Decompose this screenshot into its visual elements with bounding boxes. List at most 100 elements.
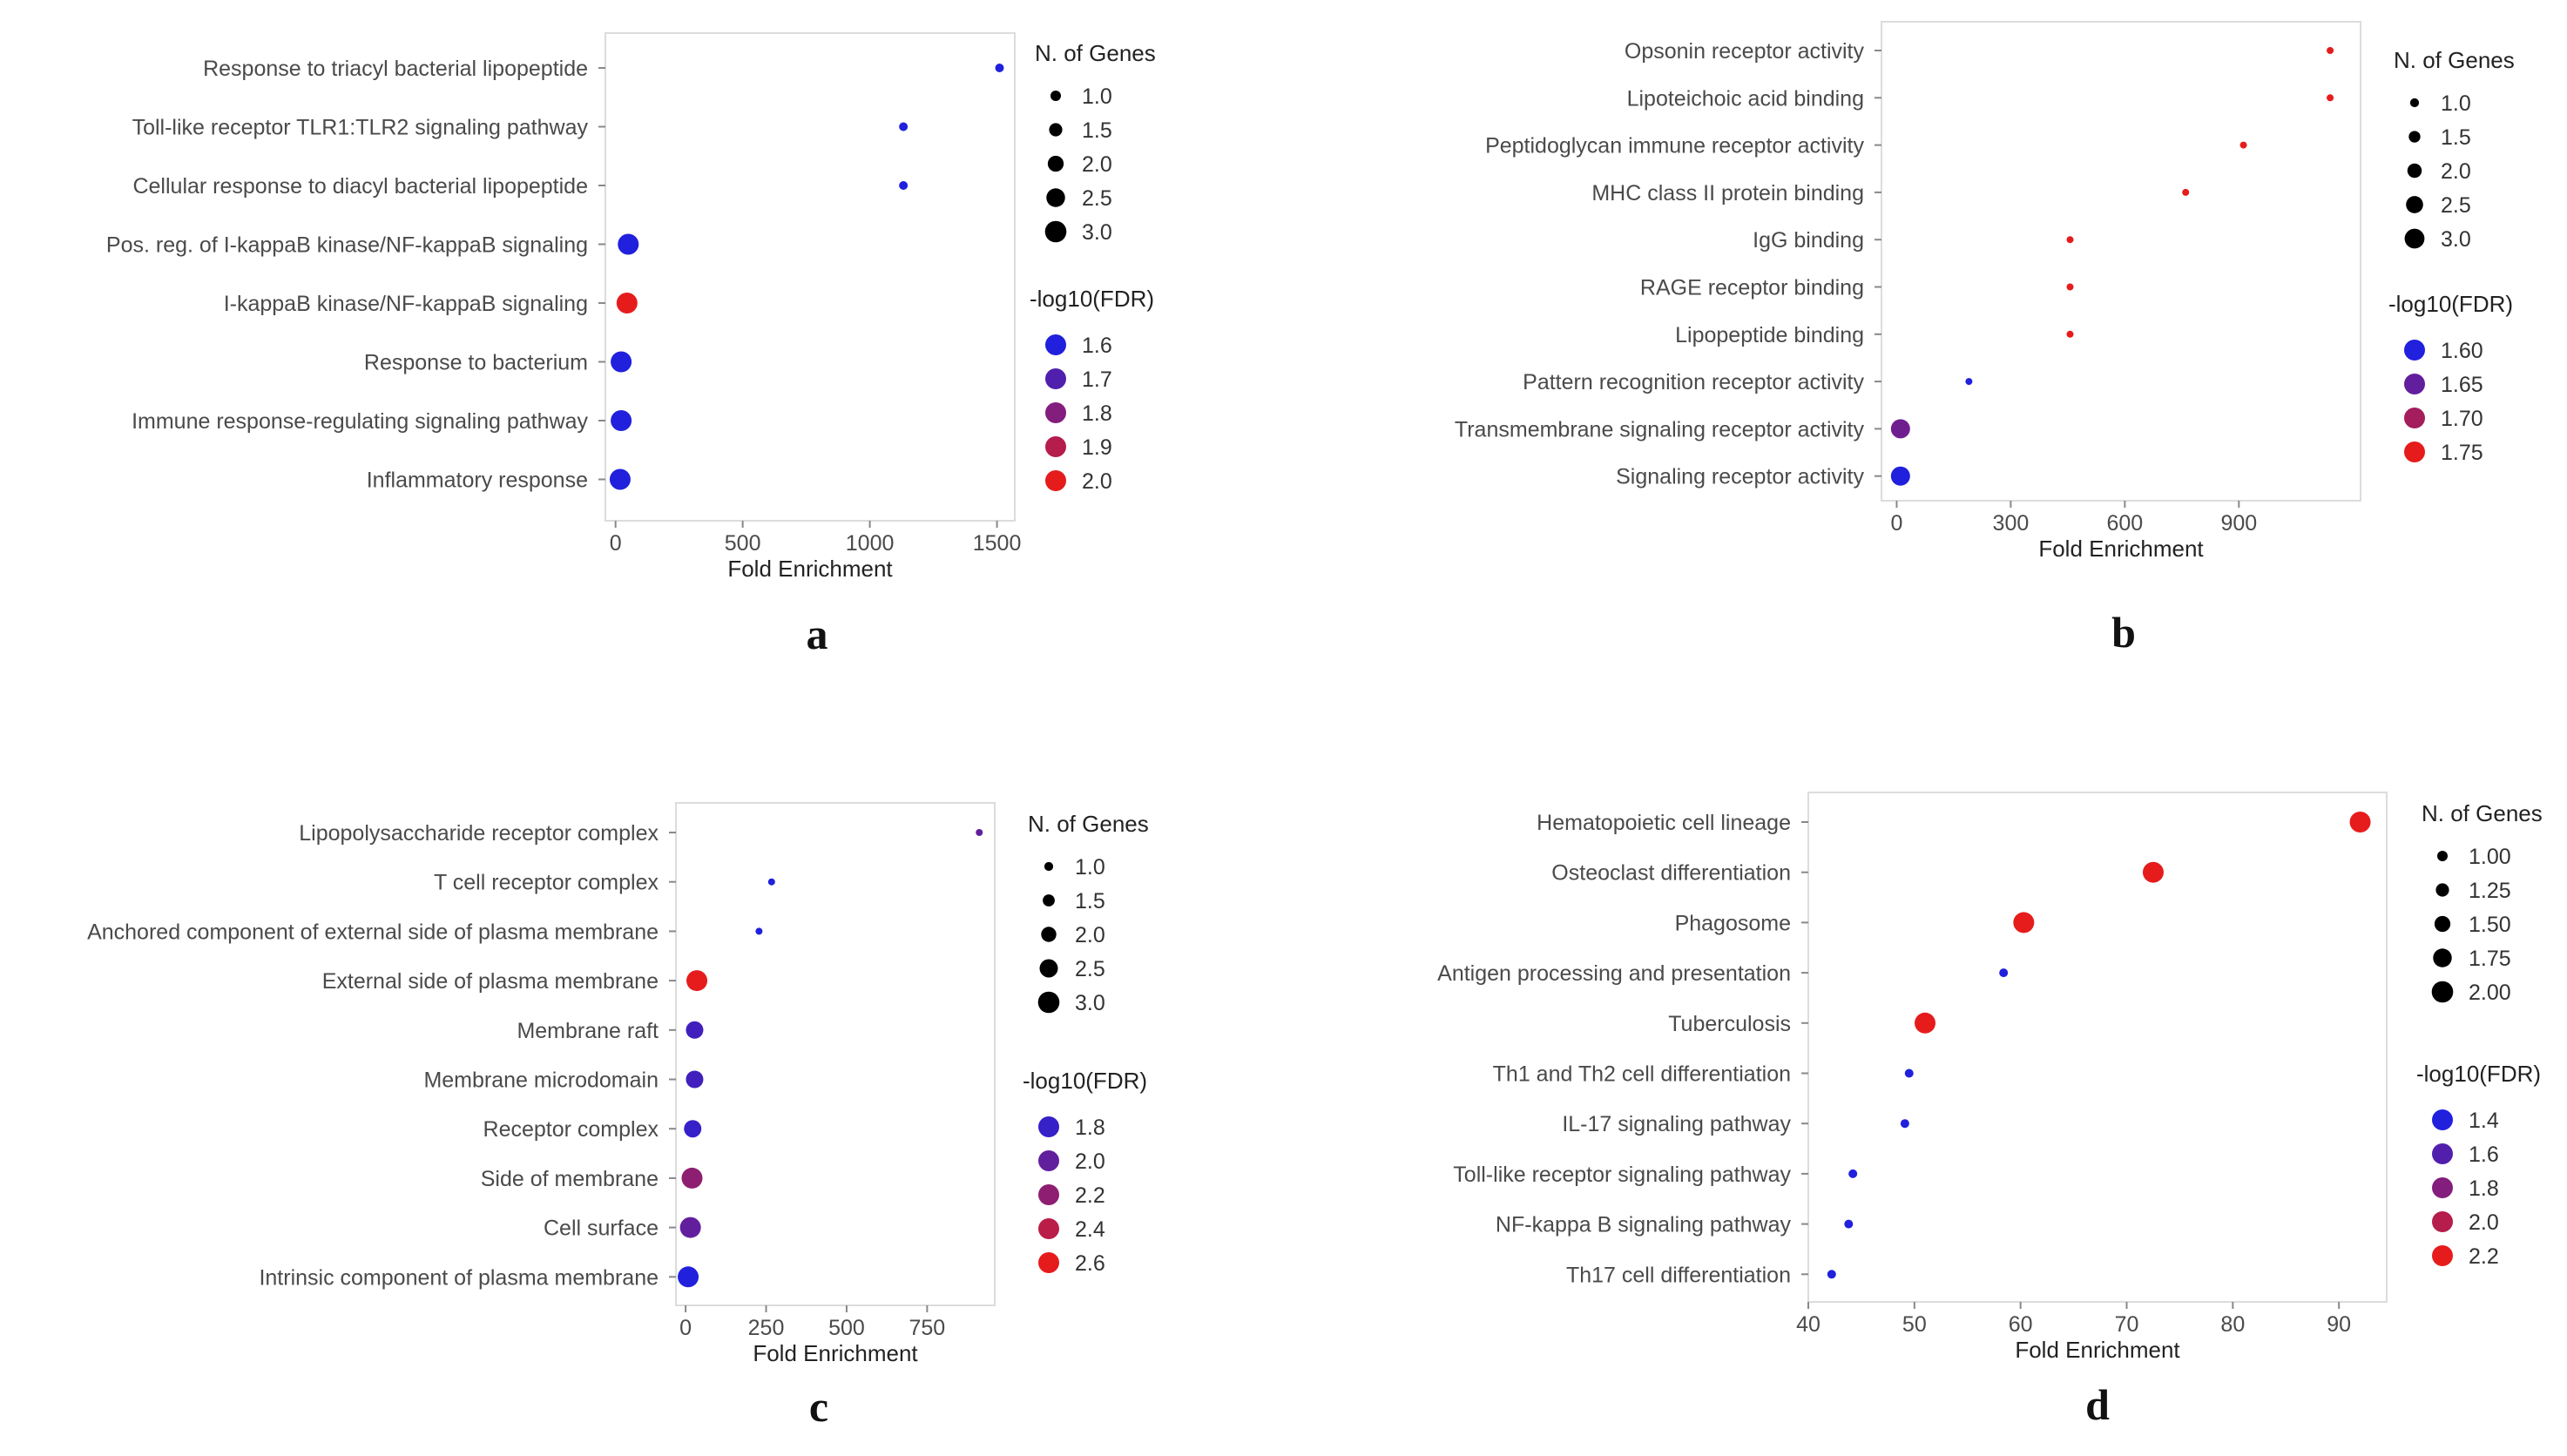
panel-a-point: [611, 410, 632, 431]
panel-a-xtick-label: 1500: [973, 531, 1022, 556]
panel-b-plot-frame: [1881, 21, 2361, 502]
panel-b-color-legend-label: 1.60: [2441, 339, 2483, 363]
panel-c-point: [755, 927, 763, 935]
panel-d-category-label: NF-kappa B signaling pathway: [1496, 1213, 1792, 1237]
panel-b-category-label: Opsonin receptor activity: [1625, 39, 1865, 64]
panel-a-color-legend-dot: [1045, 368, 1066, 389]
panel-c-xtick-label: 250: [748, 1316, 785, 1340]
panel-b-category-label: Lipopeptide binding: [1675, 323, 1864, 347]
panel-d-color-legend-dot: [2432, 1143, 2453, 1164]
panel-b-category-label: IgG binding: [1753, 228, 1864, 253]
panel-c-color-legend-label: 2.4: [1075, 1217, 1105, 1242]
panel-c-size-legend-dot: [1044, 861, 1054, 872]
panel-a-point: [995, 64, 1004, 72]
panel-a-category-label: Toll-like receptor TLR1:TLR2 signaling p…: [132, 116, 589, 140]
panel-d-color-legend-dot: [2432, 1211, 2453, 1232]
panel-d-point: [1999, 968, 2009, 978]
panel-b-size-legend-label: 2.0: [2441, 159, 2471, 184]
panel-d-point: [1844, 1219, 1854, 1229]
panel-b-size-legend-dot: [2409, 98, 2420, 108]
panel-d-category-label: IL-17 signaling pathway: [1562, 1112, 1791, 1136]
panel-d-point: [1900, 1119, 1909, 1129]
panel-b-letter: b: [2111, 608, 2136, 657]
panel-b-point: [2066, 283, 2074, 291]
panel-a-xtick-label: 500: [725, 531, 761, 556]
panel-b-point: [1965, 378, 1973, 386]
panel-a-letter: a: [807, 610, 828, 658]
panel-b-color-legend-dot: [2404, 340, 2425, 361]
panel-d-size-legend-title: N. of Genes: [2422, 800, 2543, 826]
panel-a-category-label: Inflammatory response: [367, 468, 588, 493]
panel-d-xtick-label: 70: [2115, 1312, 2139, 1337]
panel-c-point: [686, 1070, 704, 1089]
panel-d-point: [1904, 1068, 1914, 1078]
panel-c-point: [681, 1167, 703, 1189]
panel-c-color-legend-dot: [1038, 1150, 1059, 1171]
panel-a-category-label: Response to triacyl bacterial lipopeptid…: [203, 57, 588, 81]
panel-d-xtick-label: 40: [1796, 1312, 1821, 1337]
panel-d-color-legend-dot: [2432, 1245, 2453, 1266]
panel-b-color-legend-title: -log10(FDR): [2388, 291, 2513, 317]
panel-a-size-legend-label: 1.5: [1082, 118, 1112, 143]
panel-a-color-legend-title: -log10(FDR): [1030, 286, 1154, 312]
panel-c-color-legend-dot: [1038, 1218, 1059, 1239]
panel-c-color-legend-dot: [1038, 1252, 1059, 1273]
panel-a-size-legend-label: 2.5: [1082, 186, 1112, 211]
panel-a-point: [899, 122, 909, 131]
panel-d-size-legend-dot: [2433, 948, 2452, 967]
panel-d-color-legend-dot: [2432, 1109, 2453, 1130]
panel-b-category-label: Signaling receptor activity: [1616, 465, 1864, 489]
panel-c-point: [767, 878, 775, 886]
panel-a-color-legend-dot: [1045, 334, 1066, 355]
panel-d-plot-frame: [1807, 792, 2388, 1303]
panel-d: 40 50 60 70 80 90 Fold Enrichment Hematopoietic…: [1437, 792, 2543, 1429]
panel-d-xtick-label: 90: [2327, 1312, 2351, 1337]
panel-d-color-legend-label: 2.2: [2469, 1244, 2499, 1269]
panel-a-category-label: Pos. reg. of I-kappaB kinase/NF-kappaB s…: [106, 233, 588, 258]
panel-c-size-legend-dot: [1041, 927, 1057, 942]
panel-a-category-label: Cellular response to diacyl bacterial li…: [132, 174, 588, 199]
panel-d-point: [2142, 861, 2164, 883]
panel-c-category-label: Membrane microdomain: [423, 1068, 659, 1093]
panel-b-size-legend-label: 3.0: [2441, 227, 2471, 252]
panel-d-category-label: Toll-like receptor signaling pathway: [1453, 1163, 1791, 1187]
panel-d-size-legend-dot: [2431, 981, 2454, 1003]
panel-a-size-legend-label: 3.0: [1082, 220, 1112, 245]
panel-c-size-legend-label: 1.5: [1075, 889, 1105, 913]
panel-d-color-legend-label: 1.6: [2469, 1143, 2499, 1167]
panel-d-size-legend-label: 2.00: [2469, 981, 2511, 1005]
panel-a-point: [899, 181, 909, 190]
panel-b-category-label: Transmembrane signaling receptor activit…: [1455, 417, 1865, 442]
panel-b-point: [1890, 466, 1910, 486]
panel-b-point: [2327, 94, 2334, 102]
panel-b-color-legend-label: 1.75: [2441, 441, 2483, 465]
panel-b-point: [2066, 236, 2074, 244]
panel-d-color-legend-label: 1.4: [2469, 1109, 2499, 1133]
panel-d-xlabel: Fold Enrichment: [2015, 1337, 2180, 1363]
panel-c-color-legend-title: -log10(FDR): [1023, 1068, 1147, 1094]
panel-c-xlabel: Fold Enrichment: [753, 1340, 918, 1366]
panel-d-point: [1915, 1012, 1936, 1034]
panel-a: 0 500 1000 1500 Fold Enrichment Response to t…: [106, 32, 1156, 658]
panel-c-category-label: T cell receptor complex: [434, 871, 659, 895]
panel-c-size-legend-label: 2.0: [1075, 923, 1105, 947]
panel-d-xtick-label: 80: [2220, 1312, 2245, 1337]
panel-c-point: [684, 1120, 702, 1138]
panel-b-size-legend-title: N. of Genes: [2394, 47, 2515, 73]
panel-c-point: [686, 1021, 704, 1039]
panel-a-size-legend-dot: [1047, 155, 1064, 172]
panel-c-xtick-label: 500: [828, 1316, 865, 1340]
panel-a-color-legend-label: 1.8: [1082, 401, 1112, 426]
panel-c-category-label: Cell surface: [544, 1217, 659, 1241]
panel-b-category-label: Lipoteichoic acid binding: [1627, 86, 1864, 111]
panel-a-point: [616, 293, 638, 313]
panel-b-color-legend-dot: [2404, 408, 2425, 428]
panel-d-point: [1848, 1169, 1858, 1178]
panel-b-color-legend-dot: [2404, 442, 2425, 462]
panel-a-color-legend-label: 1.7: [1082, 367, 1112, 392]
panel-d-category-label: Antigen processing and presentation: [1437, 961, 1791, 986]
panel-b-xtick-label: 600: [2107, 511, 2144, 536]
panel-d-size-legend-dot: [2435, 883, 2449, 897]
panel-b-size-legend-dot: [2407, 163, 2422, 179]
